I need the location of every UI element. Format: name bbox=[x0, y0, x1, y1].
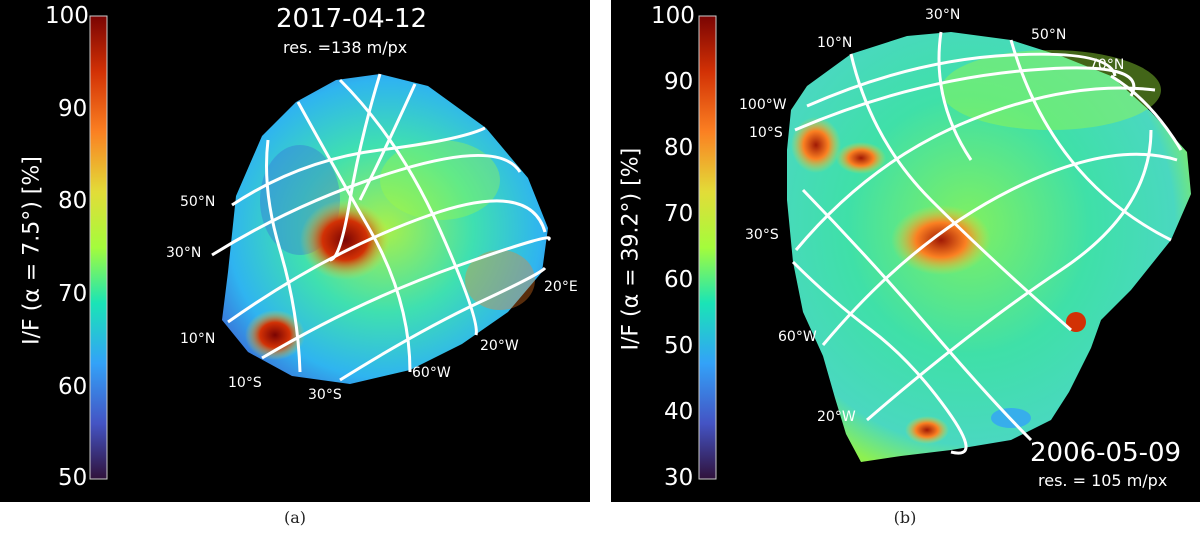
caption-b: (b) bbox=[893, 508, 917, 527]
grid-label-a: 60°W bbox=[412, 365, 451, 381]
coordinate-grid-b bbox=[791, 31, 1183, 455]
grid-label-a: 30°N bbox=[166, 245, 202, 261]
orange-spot-b bbox=[791, 117, 841, 173]
dark-spot-a bbox=[300, 200, 390, 280]
orange-spot-b bbox=[905, 416, 949, 444]
colorbar-label-a: I/F (α = 7.5°) [%] bbox=[19, 156, 45, 345]
colorbar-tick-b: 30 bbox=[664, 465, 694, 491]
grid-label-a: 30°S bbox=[308, 387, 342, 403]
yellow-region-a bbox=[465, 250, 535, 310]
grid-label-a: 20°W bbox=[480, 338, 519, 354]
colorbar-tick-a: 90 bbox=[58, 96, 88, 122]
colorbar-b bbox=[698, 15, 717, 480]
grid-label-b: 100°W bbox=[739, 97, 787, 113]
image-panel-b: 100 90 80 70 60 50 40 30 I/F (α = 39.2°)… bbox=[611, 0, 1200, 502]
surface-map-b bbox=[698, 15, 1191, 480]
resolution-a: res. =138 m/px bbox=[283, 38, 408, 57]
colorbar-label-b: I/F (α = 39.2°) [%] bbox=[618, 147, 644, 351]
bright-region-a bbox=[380, 140, 500, 220]
grid-label-b: 50°N bbox=[1031, 27, 1067, 43]
grid-label-a: 20°E bbox=[544, 279, 578, 295]
colorbar-tick-b: 70 bbox=[664, 201, 694, 227]
grid-label-a: 10°S bbox=[228, 375, 262, 391]
colorbar-tick-a: 50 bbox=[58, 465, 88, 491]
grid-label-b: 10°S bbox=[749, 125, 783, 141]
coordinate-grid-a bbox=[211, 73, 551, 382]
colorbar-tick-a: 80 bbox=[58, 188, 88, 214]
image-panel-a: 2017-04-12 res. =138 m/px 100 90 80 70 6… bbox=[0, 0, 590, 502]
colorbar-tick-b: 40 bbox=[664, 399, 694, 425]
colorbar-tick-a: 100 bbox=[45, 3, 89, 29]
resolution-b: res. = 105 m/px bbox=[1038, 471, 1168, 490]
grid-label-b: 30°S bbox=[745, 227, 779, 243]
colorbar-tick-a: 70 bbox=[58, 281, 88, 307]
colorbar-tick-b: 50 bbox=[664, 333, 694, 359]
colorbar-tick-a: 60 bbox=[58, 374, 88, 400]
crater-b bbox=[1066, 312, 1086, 332]
grid-label-a: 50°N bbox=[180, 194, 216, 210]
colorbar-tick-b: 80 bbox=[664, 135, 694, 161]
caption-a: (a) bbox=[283, 508, 307, 527]
orange-spot-a bbox=[245, 310, 305, 360]
grid-label-b: 10°N bbox=[817, 35, 853, 51]
surface-map-a bbox=[89, 15, 551, 480]
colorbar-tick-b: 100 bbox=[651, 3, 695, 29]
dark-spot-b bbox=[891, 205, 991, 275]
grid-label-b: 70°N bbox=[1089, 57, 1125, 73]
grid-label-b: 20°W bbox=[817, 409, 856, 425]
colorbar-a bbox=[89, 15, 108, 480]
grid-label-b: 60°W bbox=[778, 329, 817, 345]
grid-label-a: 10°N bbox=[180, 331, 216, 347]
grid-label-b: 30°N bbox=[925, 7, 961, 23]
colorbar-tick-b: 60 bbox=[664, 267, 694, 293]
colorbar-tick-b: 90 bbox=[664, 69, 694, 95]
observation-date-b: 2006-05-09 bbox=[1030, 438, 1182, 468]
observation-date-a: 2017-04-12 bbox=[276, 4, 428, 34]
orange-spot-b bbox=[836, 142, 886, 174]
